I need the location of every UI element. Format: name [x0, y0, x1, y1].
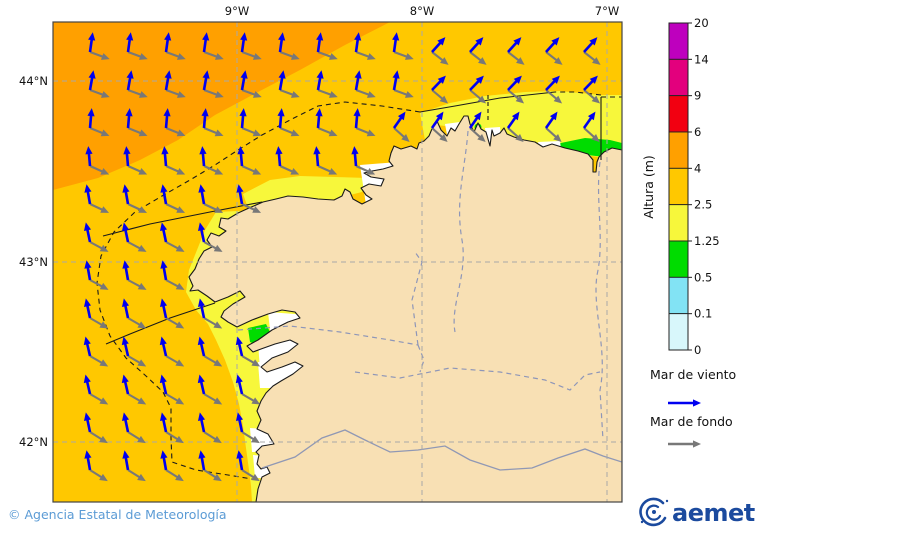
- map-canvas: [53, 22, 622, 502]
- colorbar-tick-labels: 20 14 9 6 4 2.5 1.25 0.5 0.1 0: [688, 16, 720, 357]
- swell-legend-label: Mar de fondo: [650, 414, 733, 429]
- colorbar-tick-label: 0.5: [694, 270, 712, 284]
- sea-zone-boundaries: [96, 91, 622, 480]
- colorbar-frame: [668, 22, 689, 351]
- colorbar-tick-label: 0: [694, 343, 701, 357]
- y-tick-label: 43°N: [19, 255, 48, 269]
- colorbar-tick-label: 20: [694, 16, 709, 30]
- colorbar-tick-label: 4: [694, 161, 701, 175]
- land-galicia: [188, 115, 622, 502]
- y-tick-label: 44°N: [19, 74, 48, 88]
- wind-legend-label: Mar de viento: [650, 367, 736, 382]
- colorbar-tick-label: 0.1: [694, 307, 712, 321]
- graticule: [53, 22, 622, 502]
- colorbar-title: Altura (m): [641, 155, 656, 219]
- aemet-logo: aemet: [639, 497, 755, 527]
- colorbar-tick-label: 6: [694, 125, 701, 139]
- colorbar-tick-label: 14: [694, 52, 709, 66]
- wind-swell-arrows: [83, 32, 601, 482]
- aemet-logo-icon: [639, 497, 669, 527]
- aemet-logo-text: aemet: [672, 499, 755, 527]
- colorbar-tick-label: 2.5: [694, 198, 712, 212]
- colorbar-tick-label: 1.25: [694, 234, 720, 248]
- latitude-labels: 44°N 43°N 42°N: [19, 74, 48, 449]
- map-frame: [52, 21, 623, 503]
- longitude-labels: 9°W 8°W 7°W: [225, 4, 619, 18]
- x-tick-label: 8°W: [410, 4, 434, 18]
- y-tick-label: 42°N: [19, 435, 48, 449]
- wind-legend-arrow: [668, 399, 701, 407]
- x-tick-label: 7°W: [595, 4, 619, 18]
- x-tick-label: 9°W: [225, 4, 249, 18]
- copyright-text: © Agencia Estatal de Meteorología: [8, 507, 227, 522]
- admin-boundaries: [237, 130, 604, 441]
- colorbar-segments: [668, 22, 689, 351]
- swell-legend-arrow: [668, 440, 701, 448]
- sea-rough-region: [53, 22, 390, 190]
- colorbar-tick-label: 9: [694, 89, 701, 103]
- river-mino: [261, 429, 622, 471]
